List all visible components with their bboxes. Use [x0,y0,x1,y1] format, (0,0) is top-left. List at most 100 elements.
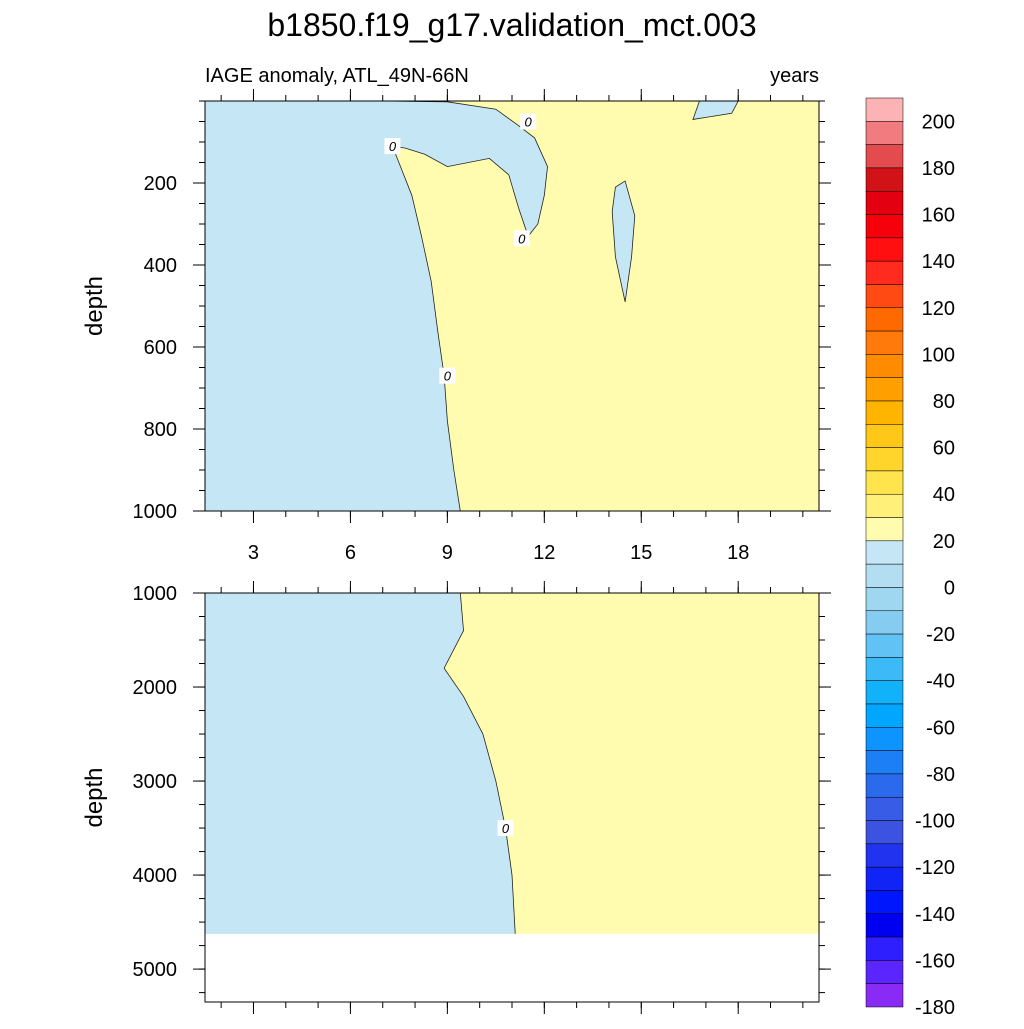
colorbar-swatch [865,400,904,425]
panel-lower: 0 1000 2000 3000 4000 5000 depth [81,581,831,1014]
y-tick-label: 1000 [133,501,178,523]
y-tick-label: 400 [144,255,177,277]
colorbar-label: 20 [933,531,955,553]
contour-label-box [520,113,537,130]
colorbar-swatch [865,773,904,798]
colorbar-swatch [865,493,904,518]
colorbar-label: 120 [922,298,955,320]
colorbar-swatch [865,890,904,915]
colorbar-label: 80 [933,391,955,413]
colorbar-swatch [865,633,904,658]
colorbar-swatch [865,377,904,402]
colorbar-label: -180 [915,997,955,1019]
panel-upper: 0 0 0 0 200 400 600 800 1000 3 6 9 12 15 18 depth [81,89,831,564]
zero-contour-line [443,593,516,934]
colorbar-swatch [865,307,904,332]
colorbar-swatch [865,424,904,448]
colorbar-swatch [865,214,904,239]
colorbar-swatch [865,447,904,472]
colorbar-label: 140 [922,251,955,273]
colorbar-swatch [865,167,904,192]
colorbar-swatch [865,190,904,215]
contour-label-box [439,367,456,384]
colorbar-swatch [865,727,904,751]
colorbar-swatch [865,260,904,285]
colorbar-swatch [865,144,904,169]
colorbar-swatch [865,121,904,145]
x-tick-label: 18 [727,542,749,564]
colorbar-label: -60 [926,717,955,739]
colorbar-label: -100 [915,811,955,833]
contour-label-box [384,138,401,155]
colorbar-swatch [865,237,904,262]
chart-subtitle-left: IAGE anomaly, ATL_49N-66N [205,65,469,87]
colorbar-swatch [865,913,904,938]
y-tick-label: 4000 [133,865,178,887]
colorbar-label: 100 [922,344,955,366]
colorbar-label: 60 [933,438,955,460]
negative-sliver [692,101,739,120]
colorbar-label: -160 [915,950,955,972]
colorbar-swatch [865,330,904,355]
colorbar: 200180160140120100806040200-20-40-60-80-… [865,97,955,1019]
contour-label-box [497,820,514,837]
colorbar-label: 200 [922,111,955,133]
y-tick-label: 800 [144,419,177,441]
y-tick-label: 2000 [133,677,178,699]
x-ticks [220,581,804,1014]
panel-body: 0 [205,593,819,934]
chart-title: b1850.f19_g17.validation_mct.003 [267,7,756,43]
colorbar-label: -40 [926,671,955,693]
colorbar-swatch [865,284,904,309]
y-tick-label: 3000 [133,771,178,793]
colorbar-swatch [865,866,904,891]
contour-label-box [513,230,530,247]
x-ticks: 3 6 9 12 15 18 [220,89,804,564]
colorbar-swatch [865,657,904,681]
colorbar-swatch [865,820,904,845]
colorbar-swatch [865,610,904,635]
contour-label: 0 [444,369,452,384]
y-tick-label: 1000 [133,583,178,605]
colorbar-label: -120 [915,857,955,879]
x-tick-label: 9 [442,542,453,564]
y-tick-label: 600 [144,337,177,359]
colorbar-label: -20 [926,624,955,646]
zero-contour-line [382,101,548,511]
x-tick-label: 3 [248,542,259,564]
colorbar-swatch [865,750,904,775]
colorbar-swatch [865,936,904,961]
colorbar-swatch [865,960,904,984]
x-tick-label: 6 [345,542,356,564]
colorbar-swatch [865,517,904,542]
y-ticks: 200 400 600 800 1000 [133,100,831,523]
colorbar-swatch [865,97,904,122]
colorbar-swatch [865,680,904,705]
colorbar-swatch [865,983,904,1008]
contour-label: 0 [389,139,397,154]
negative-patch [611,180,636,302]
colorbar-label: 160 [922,205,955,227]
y-ticks: 1000 2000 3000 4000 5000 [133,583,831,994]
colorbar-swatch [865,703,904,728]
contour-label: 0 [502,821,510,836]
colorbar-swatch [865,470,904,495]
colorbar-swatch [865,354,904,378]
y-tick-label: 5000 [133,959,178,981]
y-tick-label: 200 [144,173,177,195]
colorbar-label: 40 [933,484,955,506]
y-axis-label: depth [81,767,108,827]
contour-label: 0 [518,231,526,246]
colorbar-label: -140 [915,904,955,926]
y-axis-label: depth [81,276,108,336]
contour-label: 0 [525,115,533,130]
colorbar-label: -80 [926,764,955,786]
colorbar-swatch [865,587,904,612]
panel-body: 0 0 0 0 [205,101,819,511]
chart-subtitle-right: years [770,65,819,87]
colorbar-swatch [865,563,904,588]
x-tick-label: 12 [533,542,555,564]
